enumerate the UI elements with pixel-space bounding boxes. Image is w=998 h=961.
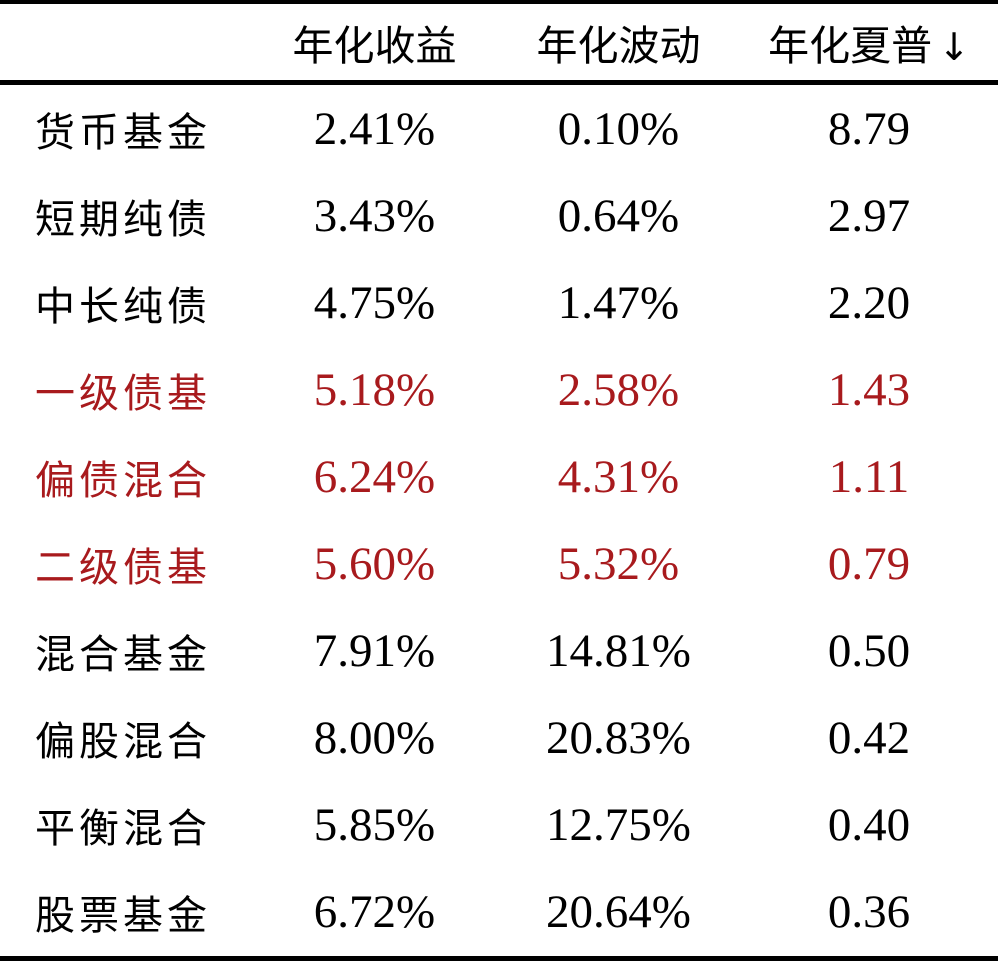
annual-sharpe-value: 2.97	[827, 189, 911, 242]
annual-return-value: 2.41%	[313, 102, 436, 155]
table-row: 偏债混合 6.24% 4.31% 1.11	[0, 433, 998, 520]
annual-volatility-value: 0.10%	[557, 102, 680, 155]
annual-sharpe-value: 1.11	[828, 450, 910, 503]
row-label: 股票基金	[35, 893, 211, 939]
row-label: 中长纯债	[35, 283, 211, 329]
table-body: 货币基金 2.41% 0.10% 8.79 短期纯债 3.43% 0.64% 2.97 中长纯债…	[0, 85, 998, 956]
annual-return-value: 7.91%	[313, 625, 436, 678]
table-row: 平衡混合 5.85% 12.75% 0.40	[0, 782, 998, 869]
sort-descending-icon: ↓	[938, 25, 970, 69]
annual-sharpe-value: 0.42	[827, 712, 911, 765]
table-row: 偏股混合 8.00% 20.83% 0.42	[0, 695, 998, 782]
row-label: 短期纯债	[35, 196, 211, 242]
row-label: 货币基金	[35, 109, 211, 155]
annual-sharpe-value: 8.79	[827, 102, 911, 155]
column-header-annual-return: 年化收益	[292, 23, 457, 69]
column-header-annual-sharpe-label: 年化夏普	[768, 23, 933, 69]
annual-return-value: 6.24%	[313, 450, 436, 503]
table-row: 二级债基 5.60% 5.32% 0.79	[0, 520, 998, 607]
column-header-annual-volatility: 年化波动	[536, 23, 701, 69]
table-row: 货币基金 2.41% 0.10% 8.79	[0, 85, 998, 172]
annual-sharpe-value: 0.50	[827, 625, 911, 678]
row-label: 偏股混合	[35, 719, 211, 765]
row-label: 一级债基	[35, 370, 211, 416]
annual-volatility-value: 4.31%	[557, 450, 680, 503]
annual-volatility-value: 14.81%	[546, 625, 691, 678]
annual-volatility-value: 20.64%	[546, 886, 691, 939]
annual-volatility-value: 0.64%	[557, 189, 680, 242]
annual-volatility-value: 12.75%	[546, 799, 691, 852]
row-label: 偏债混合	[35, 457, 211, 503]
annual-volatility-value: 1.47%	[557, 276, 680, 329]
column-header-annual-sharpe: 年化夏普 ↓	[740, 12, 998, 72]
table-row: 一级债基 5.18% 2.58% 1.43	[0, 346, 998, 433]
annual-return-value: 3.43%	[313, 189, 436, 242]
table-row: 短期纯债 3.43% 0.64% 2.97	[0, 172, 998, 259]
annual-return-value: 4.75%	[313, 276, 436, 329]
row-label: 二级债基	[35, 545, 211, 591]
annual-sharpe-value: 1.43	[827, 363, 911, 416]
row-label: 混合基金	[35, 632, 211, 678]
row-label: 平衡混合	[35, 806, 211, 852]
annual-sharpe-value: 2.20	[827, 276, 911, 329]
annual-volatility-value: 5.32%	[557, 538, 680, 591]
annual-return-value: 5.18%	[313, 363, 436, 416]
table-header-row: 年化收益 年化波动 年化夏普 ↓	[0, 4, 998, 85]
annual-return-value: 5.60%	[313, 538, 436, 591]
annual-return-value: 8.00%	[313, 712, 436, 765]
annual-volatility-value: 2.58%	[557, 363, 680, 416]
annual-return-value: 5.85%	[313, 799, 436, 852]
table-row: 股票基金 6.72% 20.64% 0.36	[0, 869, 998, 956]
annual-return-value: 6.72%	[313, 886, 436, 939]
table-row: 中长纯债 4.75% 1.47% 2.20	[0, 259, 998, 346]
annual-sharpe-value: 0.36	[827, 886, 911, 939]
annual-sharpe-value: 0.40	[827, 799, 911, 852]
annual-sharpe-value: 0.79	[827, 538, 911, 591]
annual-volatility-value: 20.83%	[546, 712, 691, 765]
table-row: 混合基金 7.91% 14.81% 0.50	[0, 608, 998, 695]
